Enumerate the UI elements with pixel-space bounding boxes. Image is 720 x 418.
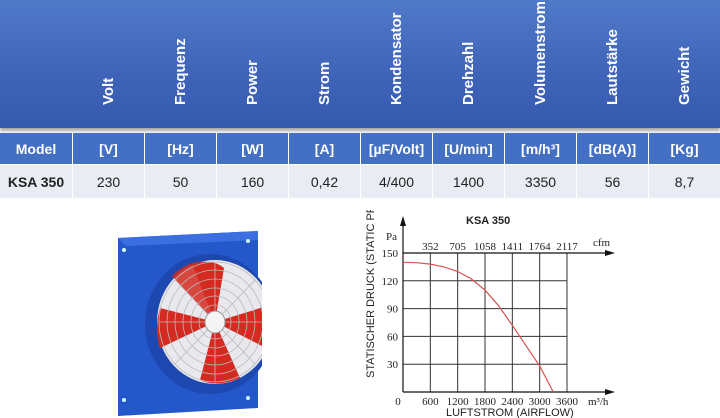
cfm-unit-label: cfm [593, 237, 611, 249]
unit-cell: [W] [217, 133, 289, 164]
value-cell: 3350 [505, 165, 577, 198]
y-tick-label: 60 [387, 331, 399, 343]
column-header: Power [217, 2, 289, 122]
unit-cell: [m/h³] [505, 133, 577, 164]
column-header-label: Drehzahl [460, 41, 477, 105]
y-tick-label: 90 [387, 304, 399, 316]
value-cell: 160 [217, 165, 289, 198]
y-unit-label: Pa [386, 231, 397, 243]
x-axis-title: LUFTSTROM (AIRFLOW) [446, 407, 574, 418]
value-cell: 56 [577, 165, 649, 198]
cfm-tick-label: 705 [449, 241, 466, 253]
unit-cell: Model [0, 133, 73, 164]
column-header: Gewicht [649, 2, 720, 122]
column-header-label: Volumenstrom [532, 1, 549, 105]
unit-cell: [µF/Volt] [361, 133, 433, 164]
value-cell: 0,42 [289, 165, 361, 198]
column-header-label: Power [244, 59, 261, 105]
cfm-tick-label: 2117 [556, 241, 578, 253]
value-cell: 1400 [433, 165, 505, 198]
value-cell: 8,7 [674, 173, 695, 190]
column-header: Volumenstrom [505, 1, 577, 122]
column-header: Kondensator [361, 2, 433, 122]
x-tick-label: 1200 [447, 396, 470, 408]
origin-label: 0 [395, 396, 401, 408]
y-axis-title: STATISCHER DRUCK (STATIC PRESSURE) [365, 210, 377, 378]
unit-cell: [V] [73, 133, 145, 164]
unit-cell: [dB(A)] [577, 133, 649, 164]
column-header-label: Frequenz [172, 38, 189, 105]
column-header: Frequenz [145, 2, 217, 122]
value-cell: 230 [73, 165, 145, 198]
column-header-label: Strom [316, 61, 333, 105]
x-tick-label: 3000 [529, 396, 552, 408]
unit-cell: [U/min] [433, 133, 505, 164]
y-tick-label: 30 [387, 359, 399, 371]
y-tick-label: 150 [382, 248, 399, 260]
column-header: Drehzahl [433, 2, 505, 122]
column-header: Lautstärke [577, 2, 649, 122]
table-row: KSA 350 230 50 160 0,42 4/400 1400 3350 56 8,7 [0, 165, 720, 198]
y-axis-arrow-icon [400, 216, 406, 226]
cfm-tick-label: 1764 [529, 241, 552, 253]
unit-cell: [A] [289, 133, 361, 164]
column-header-label: Lautstärke [604, 29, 621, 105]
cfm-axis-arrow-icon [605, 250, 615, 256]
unit-cell: [Kg] [670, 140, 699, 157]
column-header-label: Gewicht [676, 46, 693, 105]
column-header: Strom [289, 2, 361, 122]
unit-cell: [Hz] [145, 133, 217, 164]
fan-curve-chart: 600 1200 1800 2400 3000 3600 0 30 60 90 120 150 352 7… [365, 210, 615, 418]
value-cell: KSA 350 [0, 165, 73, 198]
value-cell: 50 [145, 165, 217, 198]
x-unit-label: m³/h [588, 396, 609, 408]
cfm-tick-label: 1411 [502, 241, 524, 253]
x-tick-label: 3600 [556, 396, 579, 408]
column-header-label: Volt [100, 77, 117, 105]
column-header: Volt [73, 2, 145, 122]
chart-title: KSA 350 [466, 215, 510, 227]
x-tick-label: 600 [422, 396, 439, 408]
y-tick-label: 120 [382, 276, 399, 288]
cfm-tick-label: 352 [422, 241, 439, 253]
units-row: Model [V] [Hz] [W] [A] [µF/Volt] [U/min] [m/h³]… [0, 133, 720, 164]
x-axis-arrow-icon [605, 389, 615, 395]
value-cell: 4/400 [361, 165, 433, 198]
cfm-tick-label: 1058 [474, 241, 497, 253]
column-header-label: Kondensator [388, 12, 405, 105]
fan-product-image [118, 231, 262, 416]
fan-curve-line [402, 261, 554, 393]
x-tick-label: 2400 [501, 396, 524, 408]
table-header-band: Volt Frequenz Power Strom Kondensator Drehzah… [0, 0, 720, 128]
x-tick-label: 1800 [474, 396, 497, 408]
